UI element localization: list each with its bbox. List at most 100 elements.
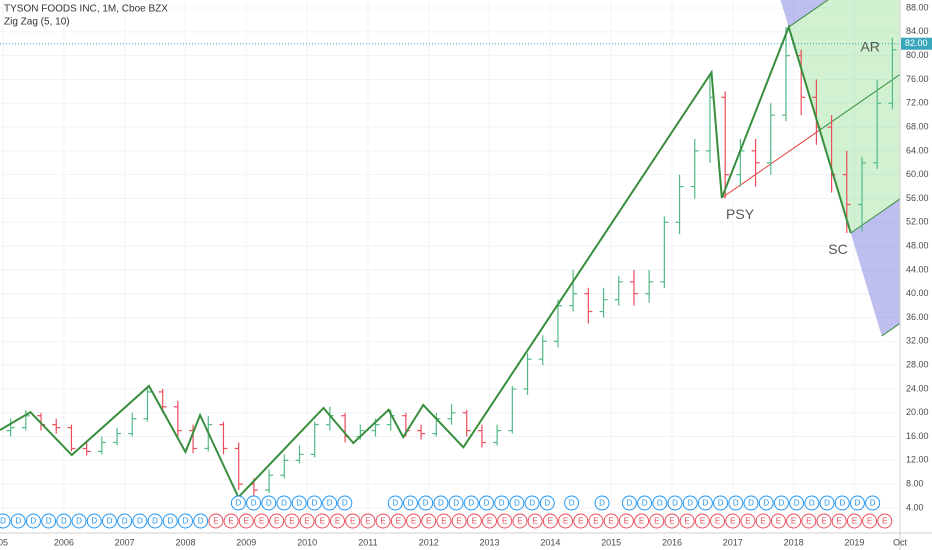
ohlc-bar [52, 418, 61, 434]
x-tick-label: 2009 [236, 537, 256, 547]
earnings-marker [801, 513, 817, 529]
earnings-label: E [821, 517, 826, 526]
ohlc-bar [82, 442, 91, 456]
earnings-marker [603, 513, 619, 529]
earnings-label: E [517, 517, 522, 526]
ohlc-bar [523, 353, 532, 395]
x-tick-label: 2017 [723, 537, 743, 547]
dividends-marker [621, 495, 637, 511]
ohlc-bar [493, 424, 502, 446]
earnings-label: E [806, 517, 811, 526]
earnings-label: E [548, 517, 553, 526]
dividends-marker [10, 513, 26, 529]
earnings-label: E [852, 517, 857, 526]
dividends-label: D [107, 517, 113, 526]
ohlc-bar [173, 400, 182, 437]
grid [0, 0, 901, 530]
dividends-label: D [718, 499, 724, 508]
earnings-label: E [532, 517, 537, 526]
ohlc-bar [857, 156, 866, 232]
earnings-label: E [791, 517, 796, 526]
dividends-marker [804, 495, 820, 511]
earnings-marker [542, 513, 558, 529]
dividends-label: D [198, 517, 204, 526]
dividends-marker [789, 495, 805, 511]
earnings-label: E [654, 517, 659, 526]
dividends-marker [865, 495, 881, 511]
ohlc-bar [781, 27, 790, 122]
earnings-label: E [456, 517, 461, 526]
earnings-label: E [380, 517, 385, 526]
dividends-label: D [61, 517, 67, 526]
ohlc-bar [189, 424, 198, 454]
dividends-label: D [499, 499, 505, 508]
y-tick-label: 8.00 [906, 479, 924, 489]
dividends-marker [758, 495, 774, 511]
earnings-marker [634, 513, 650, 529]
earnings-marker [877, 513, 893, 529]
dividends-label: D [408, 499, 414, 508]
ohlc-bar [645, 269, 654, 303]
dividends-marker [337, 495, 353, 511]
pitchfork-outer-lower [850, 198, 900, 336]
dividends-marker [682, 495, 698, 511]
dividends-label: D [392, 499, 398, 508]
earnings-label: E [274, 517, 279, 526]
dividends-marker [418, 495, 434, 511]
dividends-label: D [266, 499, 272, 508]
y-tick-label: 12.00 [906, 455, 929, 465]
earnings-label: E [502, 517, 507, 526]
earnings-marker [466, 513, 482, 529]
dividends-marker [433, 495, 449, 511]
dividends-label: D [183, 517, 189, 526]
ohlc-bar [219, 421, 228, 455]
ohlc-bar [888, 37, 897, 110]
dividends-label: D [0, 517, 6, 526]
dividends-marker [86, 513, 102, 529]
dividends-marker [463, 495, 479, 511]
earnings-label: E [411, 517, 416, 526]
earnings-marker [299, 513, 315, 529]
dividends-marker [261, 495, 277, 511]
earnings-label: E [867, 517, 872, 526]
indicator-label: Zig Zag (5, 10) [4, 17, 70, 28]
x-tick-label: 2010 [297, 537, 317, 547]
dividends-marker [509, 495, 525, 511]
earnings-label: E [213, 517, 218, 526]
y-tick-label: 84.00 [906, 26, 929, 36]
dividends-label: D [281, 499, 287, 508]
earnings-marker [618, 513, 634, 529]
dividends-marker [101, 513, 117, 529]
ohlc-bar [629, 269, 638, 306]
y-tick-label: 88.00 [906, 2, 929, 12]
dividends-marker [322, 495, 338, 511]
ohlc-bar [234, 442, 243, 491]
earnings-label: E [335, 517, 340, 526]
dividends-marker [387, 495, 403, 511]
earnings-marker [846, 513, 862, 529]
dividends-label: D [672, 499, 678, 508]
dividends-label: D [312, 499, 318, 508]
dividends-marker [743, 495, 759, 511]
ohlc-bar [721, 91, 730, 199]
dividends-label: D [544, 499, 550, 508]
dividends-marker [524, 495, 540, 511]
ohlc-bar [143, 385, 152, 422]
earnings-marker [314, 513, 330, 529]
y-tick-label: 20.00 [906, 407, 929, 417]
dividends-label: D [599, 499, 605, 508]
earnings-label: E [289, 517, 294, 526]
dividends-marker [697, 495, 713, 511]
earnings-label: E [396, 517, 401, 526]
y-tick-label: 48.00 [906, 240, 929, 250]
earnings-label: E [244, 517, 249, 526]
earnings-marker [664, 513, 680, 529]
y-tick-label: 44.00 [906, 264, 929, 274]
ohlc-bar [21, 409, 30, 431]
y-tick-label: 76.00 [906, 74, 929, 84]
dividends-marker [147, 513, 163, 529]
earnings-label: E [304, 517, 309, 526]
ohlc-bar [128, 412, 137, 437]
